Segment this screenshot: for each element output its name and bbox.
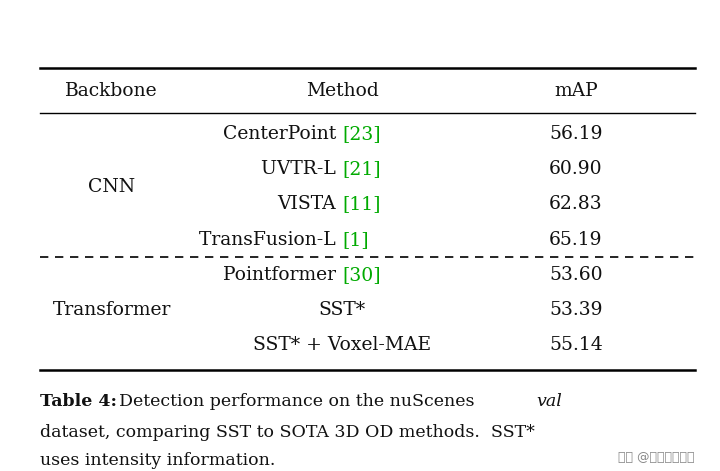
Text: SST*: SST* [318, 301, 366, 319]
Text: VISTA: VISTA [277, 195, 342, 213]
Text: SST* + Voxel-MAE: SST* + Voxel-MAE [253, 336, 431, 354]
Text: UVTR-L: UVTR-L [261, 160, 342, 179]
Text: 62.83: 62.83 [549, 195, 603, 213]
Text: Table 4:: Table 4: [40, 393, 117, 410]
Text: val: val [536, 393, 562, 410]
Text: Pointformer: Pointformer [223, 266, 342, 284]
Text: Method: Method [305, 81, 379, 100]
Text: CNN: CNN [88, 178, 135, 196]
Text: Transformer: Transformer [53, 301, 171, 319]
Text: 知乎 @自动驾驶之心: 知乎 @自动驾驶之心 [618, 451, 695, 464]
Text: [11]: [11] [342, 195, 380, 213]
Text: 53.60: 53.60 [549, 266, 603, 284]
Text: uses intensity information.: uses intensity information. [40, 452, 275, 469]
Text: 56.19: 56.19 [549, 125, 603, 143]
Text: 53.39: 53.39 [549, 301, 603, 319]
Text: [23]: [23] [342, 125, 381, 143]
Text: 55.14: 55.14 [549, 336, 603, 354]
Text: mAP: mAP [554, 81, 598, 100]
Text: [21]: [21] [342, 160, 381, 179]
Text: [1]: [1] [342, 231, 369, 249]
Text: 60.90: 60.90 [549, 160, 603, 179]
Text: [30]: [30] [342, 266, 381, 284]
Text: Backbone: Backbone [66, 81, 158, 100]
Text: Detection performance on the nuScenes: Detection performance on the nuScenes [108, 393, 480, 410]
Text: TransFusion-L: TransFusion-L [199, 231, 342, 249]
Text: dataset, comparing SST to SOTA 3D OD methods.  SST*: dataset, comparing SST to SOTA 3D OD met… [40, 424, 534, 441]
Text: 65.19: 65.19 [549, 231, 603, 249]
Text: CenterPoint: CenterPoint [222, 125, 342, 143]
